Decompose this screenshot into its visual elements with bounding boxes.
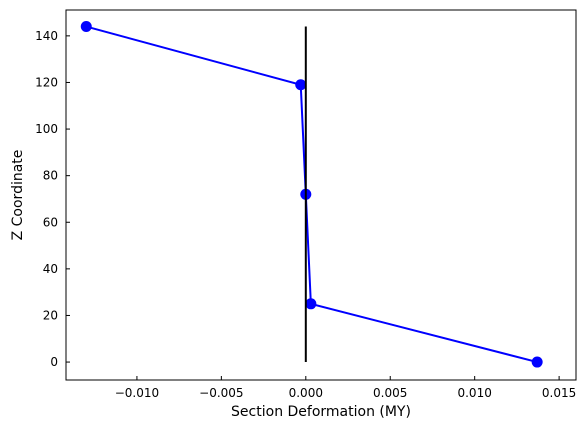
y-tick-label: 100	[35, 122, 58, 136]
y-tick-label: 20	[43, 308, 58, 322]
point	[305, 298, 317, 310]
point	[295, 79, 307, 91]
x-axis-label: Section Deformation (MY)	[231, 404, 411, 420]
x-tick-label: −0.005	[199, 386, 243, 400]
y-tick-label: 60	[43, 215, 58, 229]
plot-frame	[65, 9, 577, 381]
x-tick-label: 0.000	[289, 386, 323, 400]
x-tick-label: −0.010	[115, 386, 159, 400]
y-tick-label: 120	[35, 75, 58, 89]
point	[80, 21, 92, 33]
x-tick-label: 0.015	[542, 386, 576, 400]
x-tick-label: 0.005	[373, 386, 407, 400]
point	[531, 356, 543, 368]
y-tick-label: 140	[35, 29, 58, 43]
series-line	[86, 25, 538, 364]
y-axis-label: Z Coordinate	[10, 150, 26, 241]
y-tick-label: 0	[50, 355, 58, 369]
y-tick-label: 80	[43, 169, 58, 183]
y-tick-label: 40	[43, 262, 58, 276]
x-tick-label: 0.010	[457, 386, 491, 400]
